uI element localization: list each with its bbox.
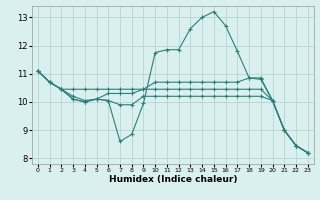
X-axis label: Humidex (Indice chaleur): Humidex (Indice chaleur) — [108, 175, 237, 184]
